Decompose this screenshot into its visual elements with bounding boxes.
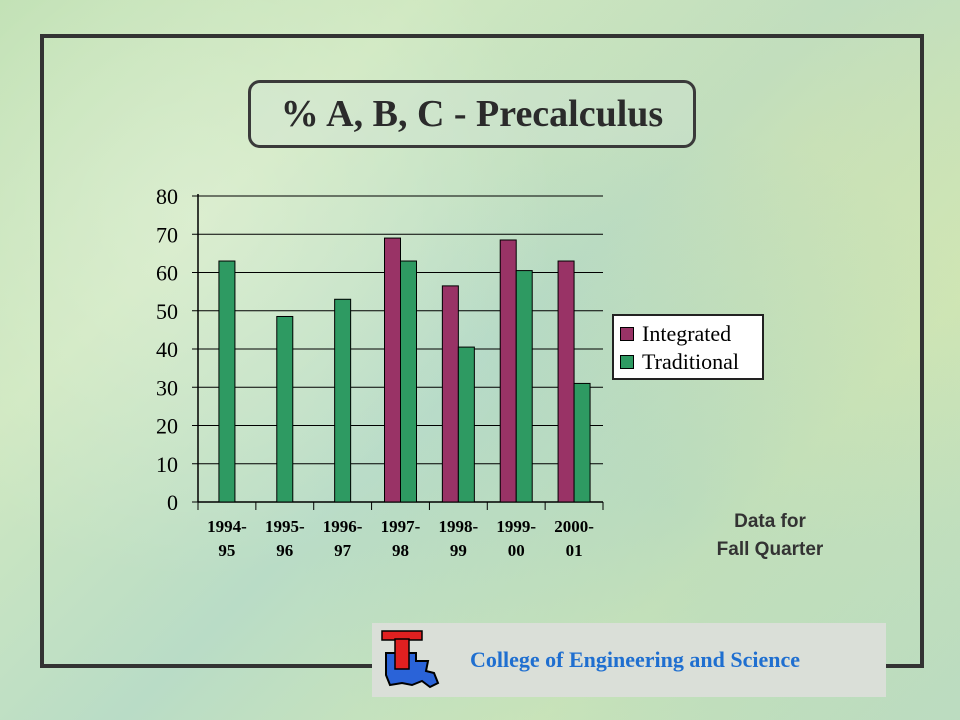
louisiana-state-icon — [381, 630, 440, 689]
x-tick-label: 97 — [334, 541, 352, 560]
x-tick-label: 1997- — [381, 517, 421, 536]
bar-integrated-1999-00 — [499, 239, 517, 503]
title-box: % A, B, C - Precalculus — [248, 80, 696, 148]
y-tick-label: 80 — [156, 184, 178, 209]
y-tick-label: 10 — [156, 452, 178, 477]
bar-integrated-2000-01 — [557, 260, 575, 503]
legend-swatch-traditional — [620, 355, 634, 369]
x-tick-label: 1996- — [323, 517, 363, 536]
legend-label-integrated: Integrated — [642, 321, 732, 346]
data-note-line1: Data for — [734, 511, 806, 532]
y-tick-label: 0 — [167, 490, 178, 515]
bar-integrated-1997-98 — [384, 237, 401, 503]
y-tick-label: 60 — [156, 261, 178, 286]
chart-title: % A, B, C - Precalculus — [280, 93, 664, 135]
bar-traditional-1995-96 — [276, 315, 294, 503]
legend-item-traditional: Traditional — [620, 348, 756, 376]
x-tick-label: 99 — [450, 541, 467, 560]
legend-swatch-integrated — [620, 327, 634, 341]
legend: Integrated Traditional — [612, 314, 764, 380]
bar-traditional-1998-99 — [457, 346, 475, 503]
y-tick-label: 20 — [156, 414, 178, 439]
data-note-line2: Fall Quarter — [716, 539, 824, 560]
x-tick-label: 1999- — [496, 517, 536, 536]
x-tick-label: 01 — [566, 541, 583, 560]
university-logo — [372, 623, 448, 697]
data-note: Data for Fall Quarter — [680, 508, 860, 564]
y-tick-label: 70 — [156, 222, 178, 247]
legend-item-integrated: Integrated — [620, 320, 756, 348]
y-tick-label: 50 — [156, 299, 178, 324]
x-tick-label: 00 — [508, 541, 525, 560]
x-tick-label: 1998- — [439, 517, 479, 536]
bar-traditional-1994-95 — [218, 260, 236, 503]
bar-traditional-2000-01 — [573, 382, 591, 503]
x-tick-label: 1994- — [207, 517, 247, 536]
x-tick-label: 1995- — [265, 517, 305, 536]
x-tick-label: 96 — [276, 541, 293, 560]
bar-integrated-1998-99 — [441, 285, 459, 503]
y-tick-label: 30 — [156, 375, 178, 400]
x-tick-label: 98 — [392, 541, 409, 560]
bar-traditional-1999-00 — [515, 270, 533, 503]
bar-traditional-1997-98 — [400, 260, 417, 503]
legend-label-traditional: Traditional — [642, 349, 739, 374]
x-tick-label: 95 — [218, 541, 235, 560]
x-tick-label: 2000- — [554, 517, 594, 536]
footer-banner: College of Engineering and Science — [372, 623, 886, 697]
y-tick-label: 40 — [156, 337, 178, 362]
college-name: College of Engineering and Science — [470, 647, 800, 672]
bar-traditional-1996-97 — [334, 298, 352, 503]
